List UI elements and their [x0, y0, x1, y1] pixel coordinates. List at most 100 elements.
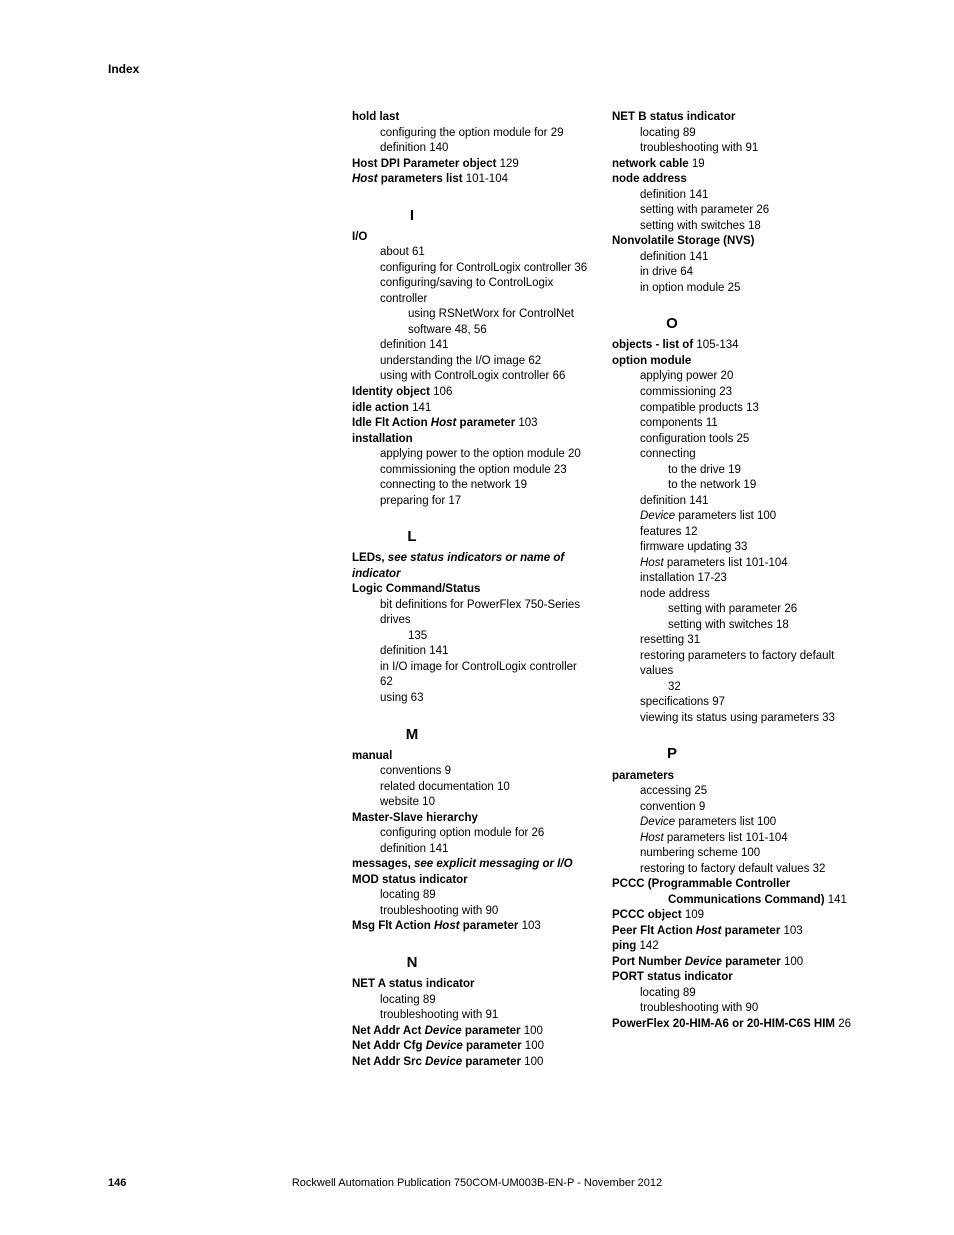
sub: definition 140	[352, 141, 592, 157]
entry-nvs: Nonvolatile Storage (NVS)	[612, 234, 852, 250]
sub: restoring parameters to factory default …	[612, 649, 852, 680]
section-M: M	[352, 725, 472, 745]
entry-pccc: PCCC (Programmable Controller	[612, 877, 852, 893]
entry-net-cfg: Net Addr Cfg Device parameter 100	[352, 1039, 592, 1055]
sub: locating 89	[612, 126, 852, 142]
sub: applying power 20	[612, 369, 852, 385]
entry-parameters: parameters	[612, 769, 852, 785]
sub: installation 17-23	[612, 571, 852, 587]
sub: firmware updating 33	[612, 540, 852, 556]
sub: definition 141	[352, 338, 592, 354]
entry-net-a: NET A status indicator	[352, 977, 592, 993]
sub: conventions 9	[352, 764, 592, 780]
entry-idle: idle action 141	[352, 401, 592, 417]
entry-peer-flt: Peer Flt Action Host parameter 103	[612, 924, 852, 940]
section-I: I	[352, 206, 472, 226]
footer-page-number: 146	[108, 1177, 126, 1189]
sub: troubleshooting with 91	[352, 1008, 592, 1024]
sub: applying power to the option module 20	[352, 447, 592, 463]
sub: troubleshooting with 90	[352, 904, 592, 920]
sub: locating 89	[352, 993, 592, 1009]
sub: connecting	[612, 447, 852, 463]
sub-wrap: 135	[352, 629, 592, 645]
entry-messages: messages, see explicit messaging or I/O	[352, 857, 592, 873]
sub: definition 141	[612, 250, 852, 266]
sub: features 12	[612, 525, 852, 541]
sub2: setting with switches 18	[612, 618, 852, 634]
index-content: hold last configuring the option module …	[352, 110, 852, 1070]
section-N: N	[352, 953, 472, 973]
entry-pccc-cont: Communications Command) 141	[612, 893, 852, 909]
entry-host-params: Host parameters list 101-104	[352, 172, 592, 188]
entry-io: I/O	[352, 230, 592, 246]
entry-net-src: Net Addr Src Device parameter 100	[352, 1055, 592, 1071]
entry-net-b: NET B status indicator	[612, 110, 852, 126]
entry-node-addr: node address	[612, 172, 852, 188]
sub-wrap: software 48, 56	[352, 323, 592, 339]
sub: configuring/saving to ControlLogix contr…	[352, 276, 592, 307]
sub: website 10	[352, 795, 592, 811]
entry-port-num: Port Number Device parameter 100	[612, 955, 852, 971]
sub: accessing 25	[612, 784, 852, 800]
entry-leds: LEDs, see status indicators or name of i…	[352, 551, 592, 582]
section-L: L	[352, 527, 472, 547]
left-column: hold last configuring the option module …	[352, 110, 592, 1070]
entry-objects: objects - list of 105-134	[612, 338, 852, 354]
sub: definition 141	[352, 842, 592, 858]
sub: specifications 97	[612, 695, 852, 711]
sub: definition 141	[612, 188, 852, 204]
sub: node address	[612, 587, 852, 603]
sub: setting with switches 18	[612, 219, 852, 235]
right-column: NET B status indicator locating 89 troub…	[612, 110, 852, 1070]
sub: configuring option module for 26	[352, 826, 592, 842]
sub: definition 141	[612, 494, 852, 510]
sub: configuration tools 25	[612, 432, 852, 448]
sub: commissioning 23	[612, 385, 852, 401]
sub: in drive 64	[612, 265, 852, 281]
sub: troubleshooting with 91	[612, 141, 852, 157]
footer-publication: Rockwell Automation Publication 750COM-U…	[0, 1177, 954, 1189]
sub: configuring the option module for 29	[352, 126, 592, 142]
sub: using 63	[352, 691, 592, 707]
sub: Host parameters list 101-104	[612, 831, 852, 847]
entry-option: option module	[612, 354, 852, 370]
sub: preparing for 17	[352, 494, 592, 510]
footer: 146 Rockwell Automation Publication 750C…	[0, 1177, 954, 1189]
running-head: Index	[108, 62, 139, 76]
sub: connecting to the network 19	[352, 478, 592, 494]
sub: commissioning the option module 23	[352, 463, 592, 479]
entry-powerflex: PowerFlex 20-HIM-A6 or 20-HIM-C6S HIM 26	[612, 1017, 852, 1033]
entry-port-stat: PORT status indicator	[612, 970, 852, 986]
sub: in option module 25	[612, 281, 852, 297]
sub: locating 89	[352, 888, 592, 904]
sub2: setting with parameter 26	[612, 602, 852, 618]
sub2: to the drive 19	[612, 463, 852, 479]
entry-pccc-obj: PCCC object 109	[612, 908, 852, 924]
sub: troubleshooting with 90	[612, 1001, 852, 1017]
entry-hold-last: hold last	[352, 110, 592, 126]
entry-idle-flt: Idle Flt Action Host parameter 103	[352, 416, 592, 432]
sub: about 61	[352, 245, 592, 261]
section-O: O	[612, 314, 732, 334]
sub: definition 141	[352, 644, 592, 660]
sub: understanding the I/O image 62	[352, 354, 592, 370]
sub: configuring for ControlLogix controller …	[352, 261, 592, 277]
sub-wrap: 32	[612, 680, 852, 696]
sub: related documentation 10	[352, 780, 592, 796]
sub: Device parameters list 100	[612, 815, 852, 831]
sub: restoring to factory default values 32	[612, 862, 852, 878]
entry-net-act: Net Addr Act Device parameter 100	[352, 1024, 592, 1040]
sub-wrap: using RSNetWorx for ControlNet	[352, 307, 592, 323]
sub: convention 9	[612, 800, 852, 816]
sub: bit definitions for PowerFlex 750-Series…	[352, 598, 592, 629]
entry-ping: ping 142	[612, 939, 852, 955]
entry-net-cable: network cable 19	[612, 157, 852, 173]
entry-master: Master-Slave hierarchy	[352, 811, 592, 827]
sub: setting with parameter 26	[612, 203, 852, 219]
entry-host-dpi: Host DPI Parameter object 129	[352, 157, 592, 173]
sub: Device parameters list 100	[612, 509, 852, 525]
entry-installation: installation	[352, 432, 592, 448]
section-P: P	[612, 744, 732, 764]
entry-mod: MOD status indicator	[352, 873, 592, 889]
sub2: to the network 19	[612, 478, 852, 494]
